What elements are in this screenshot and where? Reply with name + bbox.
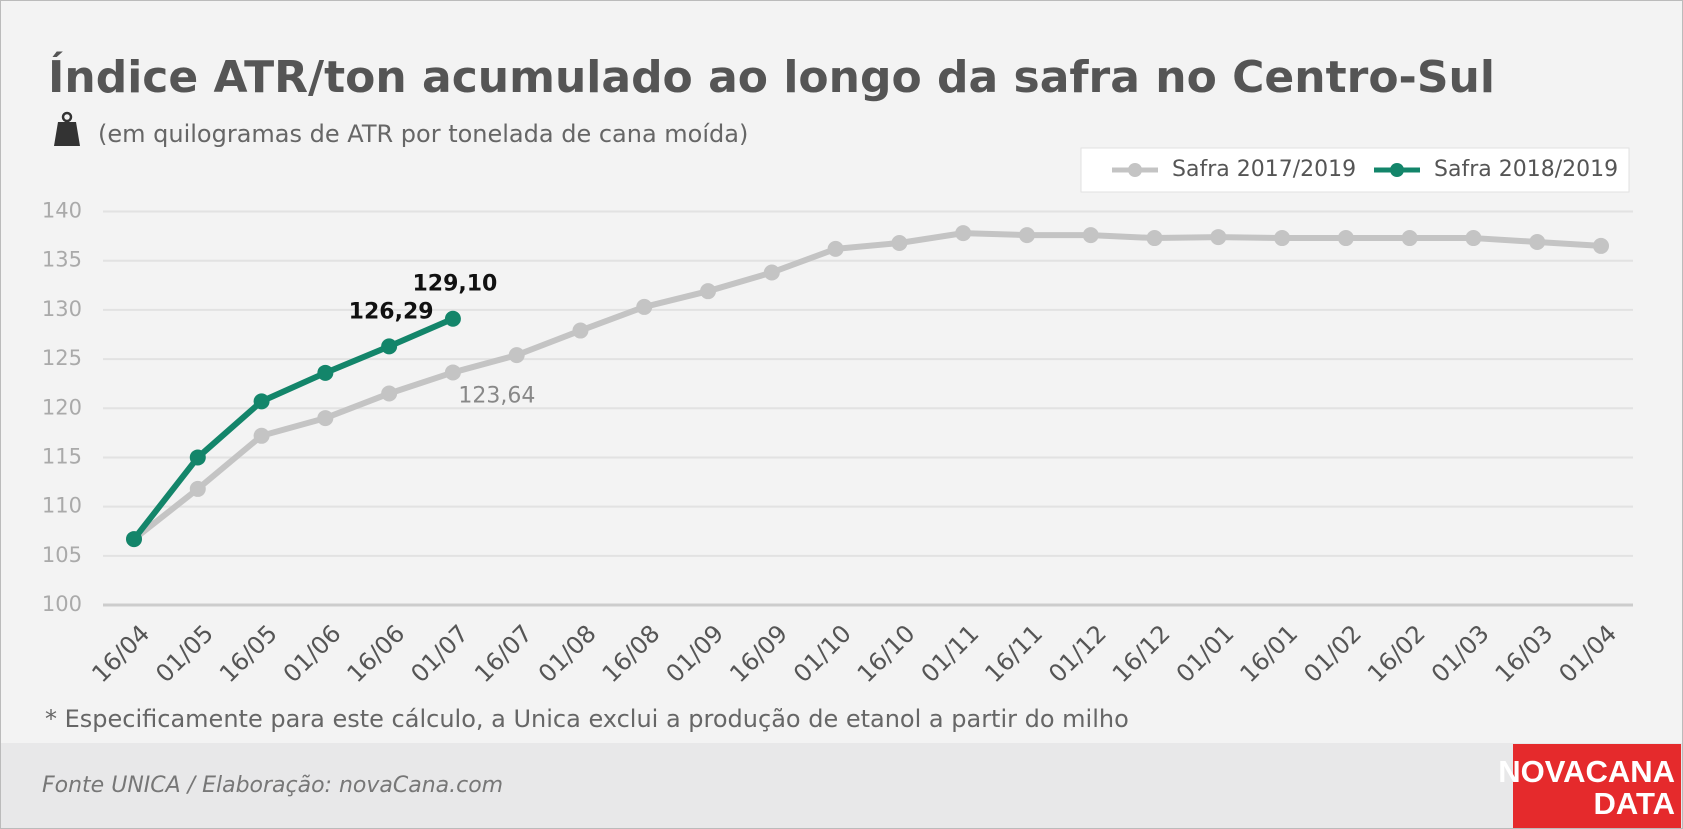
point [1337,230,1354,247]
point [317,410,334,427]
point [1082,227,1099,244]
point [1593,237,1609,254]
point [1529,233,1546,250]
point [572,322,589,339]
weight-icon [54,111,80,146]
legend-marker [1128,163,1142,177]
y-tick-label: 120 [42,395,82,419]
point [189,480,206,497]
point [444,310,461,327]
legend-marker [1390,163,1404,177]
legend-box [1080,147,1630,193]
point [317,364,334,381]
point [1465,230,1482,247]
point [253,393,270,410]
series: 123,64 [126,225,1609,548]
y-tick-label: 110 [42,494,82,518]
point [700,283,717,300]
data-label: 123,64 [458,383,535,408]
point [1210,229,1227,246]
footnote: * Especificamente para este cálculo, a U… [45,705,1129,733]
legend-label: Safra 2018/2019 [1434,157,1618,182]
y-tick-label: 100 [42,592,82,616]
point [253,427,270,444]
point [189,449,206,466]
logo-box [1513,744,1681,828]
source: Fonte UNICA / Elaboração: novaCana.com [42,773,503,798]
y-tick-label: 125 [42,346,82,370]
legend-label: Safra 2017/2019 [1172,157,1356,182]
line [132,230,1602,542]
chart-title: Índice ATR/ton acumulado ao longo da saf… [48,50,1495,103]
y-tick-label: 115 [42,444,82,468]
point [955,225,972,242]
point [381,338,398,355]
y-tick-label: 140 [42,199,82,223]
point [1146,230,1163,247]
logo-text: DATA [1594,786,1676,821]
point [126,531,142,548]
y-tick-label: 130 [42,297,82,321]
data-label: 129,10 [412,272,497,297]
point [1401,230,1418,247]
y-tick-label: 105 [42,543,82,567]
point [1274,230,1291,247]
data-label: 126,29 [349,299,434,324]
point [636,298,653,315]
line [131,315,455,541]
point [381,385,398,402]
logo-text: NOVACANA [1498,754,1675,789]
y-tick-label: 135 [42,248,82,272]
point [444,364,461,381]
point [1018,227,1035,244]
point [508,347,525,364]
footer-band [0,743,1683,829]
point [891,234,908,251]
point [827,240,844,257]
point [763,264,780,281]
chart-subtitle: (em quilogramas de ATR por tonelada de c… [98,120,748,148]
